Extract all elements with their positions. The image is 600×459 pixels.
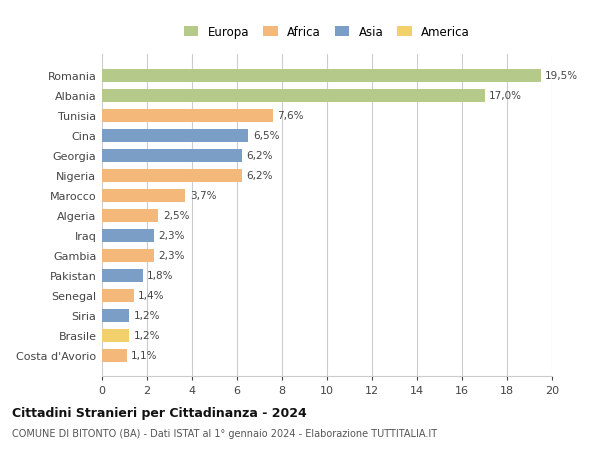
Text: 6,2%: 6,2% [246,151,272,161]
Text: 1,4%: 1,4% [138,291,164,301]
Text: 2,3%: 2,3% [158,251,185,261]
Text: 3,7%: 3,7% [190,191,216,201]
Text: 7,6%: 7,6% [277,111,304,121]
Text: COMUNE DI BITONTO (BA) - Dati ISTAT al 1° gennaio 2024 - Elaborazione TUTTITALIA: COMUNE DI BITONTO (BA) - Dati ISTAT al 1… [12,428,437,438]
Text: 6,5%: 6,5% [253,131,279,141]
Bar [102,70,541,83]
Bar [102,289,133,302]
Text: Cittadini Stranieri per Cittadinanza - 2024: Cittadini Stranieri per Cittadinanza - 2… [12,406,307,419]
Legend: Europa, Africa, Asia, America: Europa, Africa, Asia, America [181,22,473,42]
Bar [102,129,248,142]
Bar [102,169,241,182]
Text: 6,2%: 6,2% [246,171,272,181]
Bar [102,90,485,102]
Text: 19,5%: 19,5% [545,71,578,81]
Bar [102,349,127,362]
Text: 1,1%: 1,1% [131,350,158,360]
Bar [102,269,143,282]
Bar [102,309,129,322]
Bar [102,189,185,202]
Text: 1,8%: 1,8% [147,270,173,280]
Bar [102,249,154,262]
Text: 2,5%: 2,5% [163,211,189,221]
Text: 17,0%: 17,0% [489,91,522,101]
Bar [102,229,154,242]
Bar [102,150,241,162]
Text: 1,2%: 1,2% [133,310,160,320]
Bar [102,329,129,342]
Text: 1,2%: 1,2% [133,330,160,340]
Bar [102,209,158,222]
Bar [102,110,273,123]
Text: 2,3%: 2,3% [158,231,185,241]
